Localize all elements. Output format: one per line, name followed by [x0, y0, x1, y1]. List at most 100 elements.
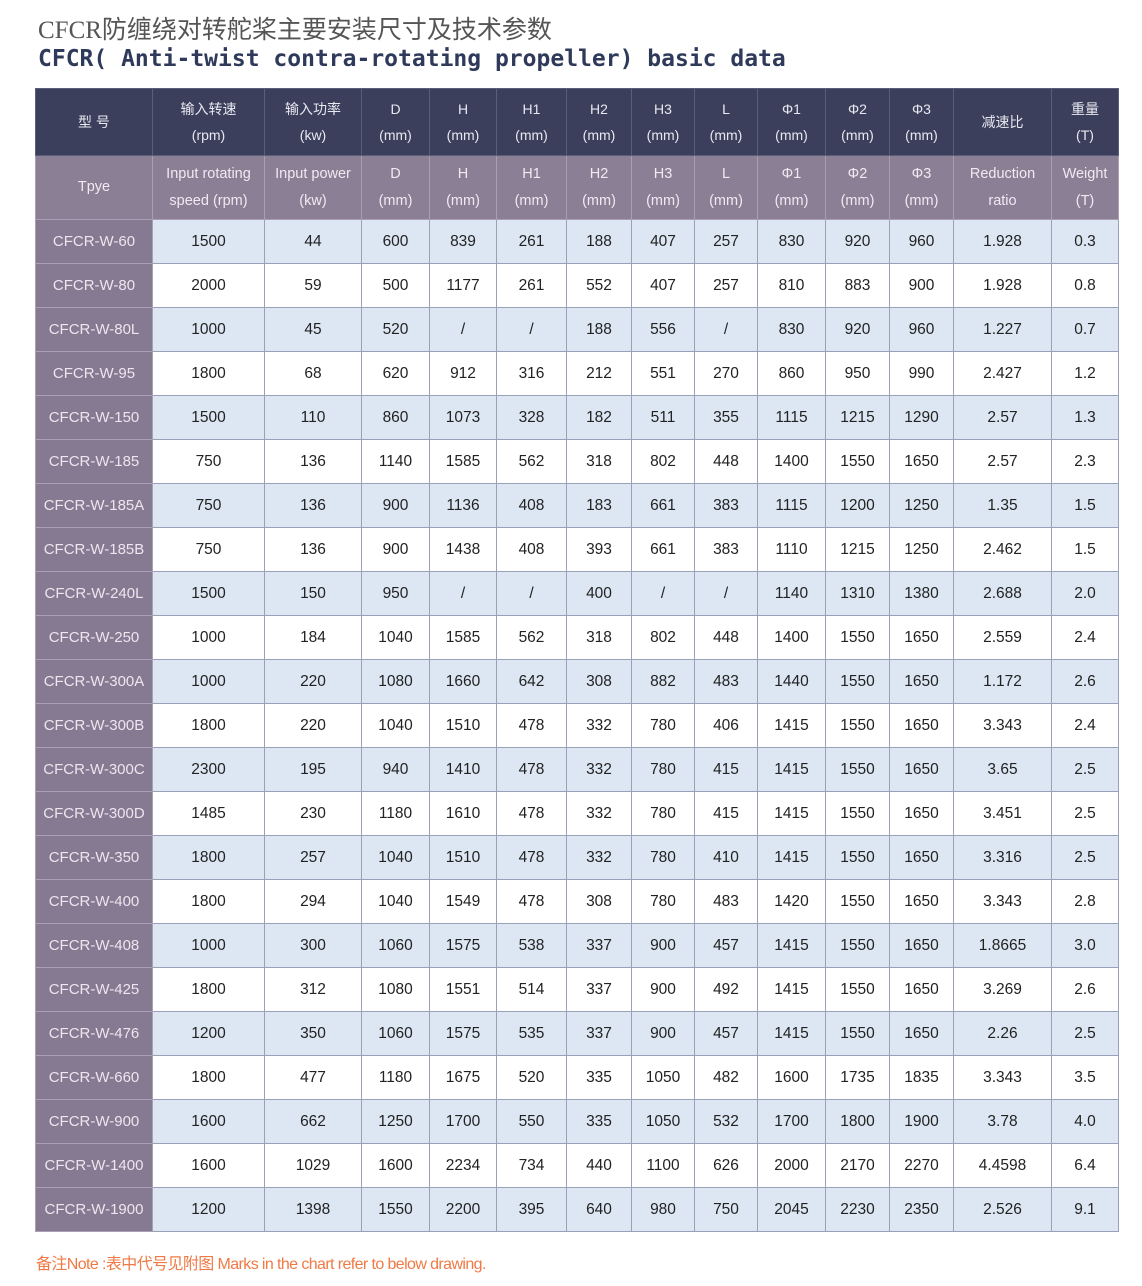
header-text: Φ1	[782, 101, 801, 117]
value-cell: 1000	[152, 923, 265, 968]
table-row: CFCR-W-1900 1200 1398 1550 2200 395 640 980 750 2…	[35, 1187, 1119, 1232]
value-cell: 2.8	[1051, 879, 1119, 924]
value-cell: 960	[889, 307, 954, 352]
value-cell: 900	[631, 967, 695, 1012]
value-cell: 1800	[152, 1055, 265, 1100]
table-row: CFCR-W-185B 750 136 900 1438 408 393 661 383 1110…	[35, 527, 1119, 572]
value-cell: 1500	[152, 219, 265, 264]
model-cell: CFCR-W-80	[35, 263, 153, 308]
value-cell: 1650	[889, 747, 954, 792]
value-cell: 1000	[152, 307, 265, 352]
value-cell: 1200	[152, 1011, 265, 1056]
value-cell: 1800	[825, 1099, 890, 1144]
value-cell: 920	[825, 307, 890, 352]
value-cell: 184	[264, 615, 362, 660]
value-cell: 3.316	[953, 835, 1052, 880]
model-cell: CFCR-W-300C	[35, 747, 153, 792]
value-cell: 1180	[361, 791, 430, 836]
value-cell: 261	[496, 219, 567, 264]
value-cell: 337	[566, 923, 632, 968]
value-cell: 9.1	[1051, 1187, 1119, 1232]
value-cell: 620	[361, 351, 430, 396]
header-text: (mm)	[646, 192, 680, 209]
value-cell: 1.172	[953, 659, 1052, 704]
value-cell: 4.4598	[953, 1143, 1052, 1188]
header-text: (mm)	[378, 192, 413, 209]
value-cell: 4.0	[1051, 1099, 1119, 1144]
value-cell: 220	[264, 659, 362, 704]
header-text: H3	[653, 165, 673, 182]
value-cell: 2.0	[1051, 571, 1119, 616]
value-cell: 1420	[757, 879, 826, 924]
header-text: 输入转速	[180, 101, 237, 117]
value-cell: 1551	[429, 967, 497, 1012]
value-cell: 662	[264, 1099, 362, 1144]
value-cell: 1115	[757, 483, 826, 528]
value-cell: 1550	[825, 1011, 890, 1056]
value-cell: 860	[361, 395, 430, 440]
model-cell: CFCR-W-185B	[35, 527, 153, 572]
value-cell: 136	[264, 483, 362, 528]
value-cell: 1180	[361, 1055, 430, 1100]
value-cell: 261	[496, 263, 567, 308]
value-cell: 1400	[757, 615, 826, 660]
header-text: (mm)	[582, 192, 616, 209]
value-cell: 960	[889, 219, 954, 264]
value-cell: 1549	[429, 879, 497, 924]
value-cell: 383	[694, 527, 758, 572]
header-text: Φ3	[912, 101, 931, 117]
value-cell: 1140	[361, 439, 430, 484]
value-cell: 308	[566, 659, 632, 704]
header-text: Φ1	[781, 165, 802, 182]
value-cell: 328	[496, 395, 567, 440]
value-cell: /	[429, 571, 497, 616]
value-cell: 1110	[757, 527, 826, 572]
header-text: (kw)	[299, 192, 327, 209]
value-cell: 3.65	[953, 747, 1052, 792]
value-cell: 950	[825, 351, 890, 396]
value-cell: 478	[496, 835, 567, 880]
header-text: Tpye	[77, 179, 111, 195]
value-cell: 395	[496, 1187, 567, 1232]
value-cell: 440	[566, 1143, 632, 1188]
value-cell: 990	[889, 351, 954, 396]
value-cell: 335	[566, 1055, 632, 1100]
value-cell: 1398	[264, 1187, 362, 1232]
value-cell: 511	[631, 395, 695, 440]
value-cell: 2350	[889, 1187, 954, 1232]
value-cell: 3.269	[953, 967, 1052, 1012]
column-header: Input rotating speed (rpm)	[152, 155, 265, 220]
value-cell: 1600	[757, 1055, 826, 1100]
value-cell: 110	[264, 395, 362, 440]
value-cell: 1485	[152, 791, 265, 836]
model-cell: CFCR-W-476	[35, 1011, 153, 1056]
header-text: (mm)	[774, 192, 809, 209]
header-text: D	[390, 101, 401, 117]
value-cell: 478	[496, 703, 567, 748]
value-cell: 810	[757, 263, 826, 308]
header-text: H2	[589, 165, 609, 182]
value-cell: 230	[264, 791, 362, 836]
value-cell: 59	[264, 263, 362, 308]
header-text: (mm)	[379, 127, 412, 143]
value-cell: 2.6	[1051, 967, 1119, 1012]
value-cell: 1073	[429, 395, 497, 440]
value-cell: 802	[631, 615, 695, 660]
value-cell: 2.6	[1051, 659, 1119, 704]
value-cell: 2.462	[953, 527, 1052, 572]
value-cell: 448	[694, 439, 758, 484]
column-header: Φ1 (mm)	[757, 155, 826, 220]
value-cell: 300	[264, 923, 362, 968]
value-cell: 332	[566, 791, 632, 836]
value-cell: 2200	[429, 1187, 497, 1232]
value-cell: 477	[264, 1055, 362, 1100]
value-cell: 294	[264, 879, 362, 924]
value-cell: 802	[631, 439, 695, 484]
value-cell: 1050	[631, 1055, 695, 1100]
value-cell: 556	[631, 307, 695, 352]
header-text: Φ2	[847, 165, 868, 182]
value-cell: 750	[152, 527, 265, 572]
column-header: 型 号	[35, 88, 153, 156]
value-cell: 1415	[757, 835, 826, 880]
value-cell: 750	[152, 483, 265, 528]
